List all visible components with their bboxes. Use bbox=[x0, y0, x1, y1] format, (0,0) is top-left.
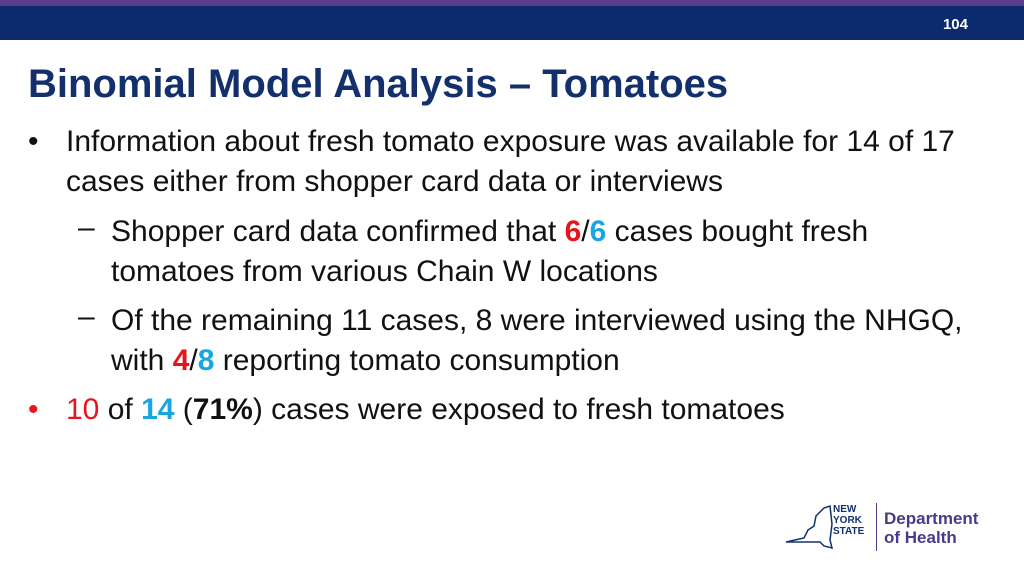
logo-text: of Health bbox=[884, 528, 957, 547]
highlight: 10 bbox=[66, 393, 100, 426]
text: Information about fresh tomato exposure … bbox=[66, 125, 955, 198]
bullet: • 10 of 14 (71%) cases were exposed to f… bbox=[28, 390, 966, 430]
bullet-text: Information about fresh tomato exposure … bbox=[66, 122, 966, 202]
header-bar bbox=[0, 6, 1024, 40]
logo-text: NEW bbox=[833, 504, 857, 515]
sub-bullet: – Shopper card data confirmed that 6/6 c… bbox=[78, 211, 991, 292]
text: / bbox=[189, 344, 198, 377]
logo-divider bbox=[876, 503, 877, 551]
text: reporting tomato consumption bbox=[214, 344, 620, 377]
highlight: 6 bbox=[564, 215, 582, 248]
sub-bullet-text: Of the remaining 11 cases, 8 were interv… bbox=[111, 301, 991, 381]
logo-department: Department of Health bbox=[884, 509, 978, 547]
text: ( bbox=[174, 393, 193, 426]
page-number: 104 bbox=[942, 16, 968, 33]
state-outline bbox=[785, 504, 834, 550]
text: of bbox=[99, 393, 142, 426]
slide-title: Binomial Model Analysis – Tomatoes bbox=[28, 62, 729, 106]
state-shape bbox=[785, 504, 834, 550]
highlight: 8 bbox=[197, 344, 215, 377]
logo-text: YORK bbox=[833, 515, 862, 526]
text: cases bought fresh tomatoes from various… bbox=[111, 215, 869, 288]
text: Shopper card data confirmed that bbox=[111, 215, 565, 248]
top-stripe bbox=[0, 0, 1024, 6]
text: Of the remaining 11 cases, 8 were interv… bbox=[111, 304, 963, 377]
bullet-dot: • bbox=[28, 125, 39, 158]
logo-text: Department bbox=[884, 509, 979, 528]
logo-state: NEW YORK STATE bbox=[833, 504, 864, 537]
text: / bbox=[581, 215, 590, 248]
sub-bullet: – Of the remaining 11 cases, 8 were inte… bbox=[78, 300, 991, 381]
text: ) cases were exposed to fresh tomatoes bbox=[252, 393, 785, 426]
sub-bullet-dash: – bbox=[78, 211, 95, 244]
sub-bullet-dash: – bbox=[78, 300, 95, 333]
highlight: 6 bbox=[589, 215, 607, 248]
bullet: • Information about fresh tomato exposur… bbox=[28, 122, 966, 202]
sub-bullet-text: Shopper card data confirmed that 6/6 cas… bbox=[111, 212, 991, 292]
logo-text: STATE bbox=[833, 526, 865, 537]
bullet-dot: • bbox=[28, 393, 39, 426]
highlight: 4 bbox=[172, 344, 190, 377]
bullet-text: 10 of 14 (71%) cases were exposed to fre… bbox=[66, 390, 966, 430]
highlight: 71% bbox=[192, 393, 253, 426]
highlight: 14 bbox=[141, 393, 175, 426]
